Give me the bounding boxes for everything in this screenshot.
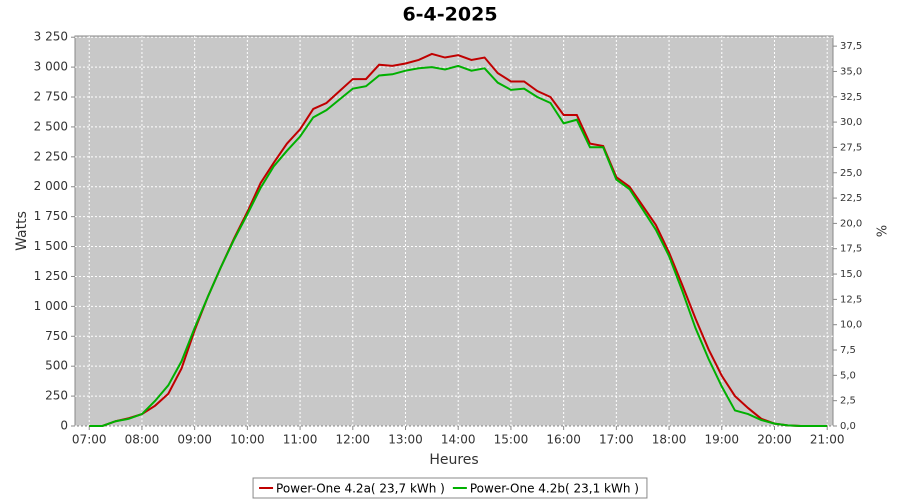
y2-tick-label: 12,5 xyxy=(840,294,862,305)
y-tick-label: 2 250 xyxy=(34,149,68,163)
plot-area xyxy=(74,35,834,427)
x-tick-label: 11:00 xyxy=(283,433,318,447)
y2-tick-label: 5,0 xyxy=(840,370,856,381)
y-tick-label: 2 500 xyxy=(34,119,68,133)
y-tick-label: 1 750 xyxy=(34,209,68,223)
x-tick-label: 10:00 xyxy=(230,433,265,447)
y-tick-label: 2 000 xyxy=(34,179,68,193)
y2-tick-label: 22,5 xyxy=(840,193,862,204)
y2-tick-label: 37,5 xyxy=(840,41,862,52)
y-tick-label: 1 000 xyxy=(34,299,68,313)
y2-tick-label: 25,0 xyxy=(840,168,862,179)
x-tick-label: 19:00 xyxy=(704,433,739,447)
y-tick-label: 250 xyxy=(45,389,68,403)
x-tick-label: 16:00 xyxy=(546,433,581,447)
y2-tick-label: 35,0 xyxy=(840,66,862,77)
y2-tick-label: 15,0 xyxy=(840,269,862,280)
chart-title: 6-4-2025 xyxy=(402,4,497,26)
y-tick-label: 750 xyxy=(45,329,68,343)
x-axis-label: Heures xyxy=(429,452,478,468)
legend: Power-One 4.2a( 23,7 kWh ) Power-One 4.2b… xyxy=(252,477,648,499)
x-tick-label: 14:00 xyxy=(441,433,476,447)
legend-label: Power-One 4.2a( 23,7 kWh ) xyxy=(276,482,445,496)
y2-tick-label: 7,5 xyxy=(840,345,856,356)
x-tick-label: 21:00 xyxy=(810,433,845,447)
y-tick-label: 2 750 xyxy=(34,90,68,104)
legend-label: Power-One 4.2b( 23,1 kWh ) xyxy=(470,482,639,496)
y-axis-label: Watts xyxy=(14,211,30,251)
x-tick-label: 09:00 xyxy=(177,433,212,447)
y2-tick-label: 32,5 xyxy=(840,92,862,103)
x-tick-label: 08:00 xyxy=(125,433,160,447)
y-tick-label: 3 250 xyxy=(34,30,68,44)
x-tick-label: 20:00 xyxy=(757,433,792,447)
y2-tick-label: 30,0 xyxy=(840,117,862,128)
legend-box xyxy=(252,477,648,499)
x-tick-label: 18:00 xyxy=(652,433,687,447)
y-tick-label: 1 500 xyxy=(34,239,68,253)
x-tick-label: 12:00 xyxy=(335,433,370,447)
x-tick-label: 15:00 xyxy=(494,433,529,447)
y-tick-label: 3 000 xyxy=(34,60,68,74)
x-tick-label: 17:00 xyxy=(599,433,634,447)
y2-tick-label: 2,5 xyxy=(840,396,856,407)
x-tick-label: 13:00 xyxy=(388,433,423,447)
y-tick-label: 1 250 xyxy=(34,269,68,283)
y-tick-label: 500 xyxy=(45,359,68,373)
y2-tick-label: 0,0 xyxy=(840,421,856,432)
y2-tick-label: 17,5 xyxy=(840,244,862,255)
y2-tick-label: 10,0 xyxy=(840,320,862,331)
y2-tick-label: 27,5 xyxy=(840,142,862,153)
x-tick-label: 07:00 xyxy=(72,433,107,447)
series-line xyxy=(89,64,828,427)
y2-tick-label: 20,0 xyxy=(840,218,862,229)
y2-axis-label: % xyxy=(873,225,888,237)
y-tick-label: 0 xyxy=(60,419,68,433)
